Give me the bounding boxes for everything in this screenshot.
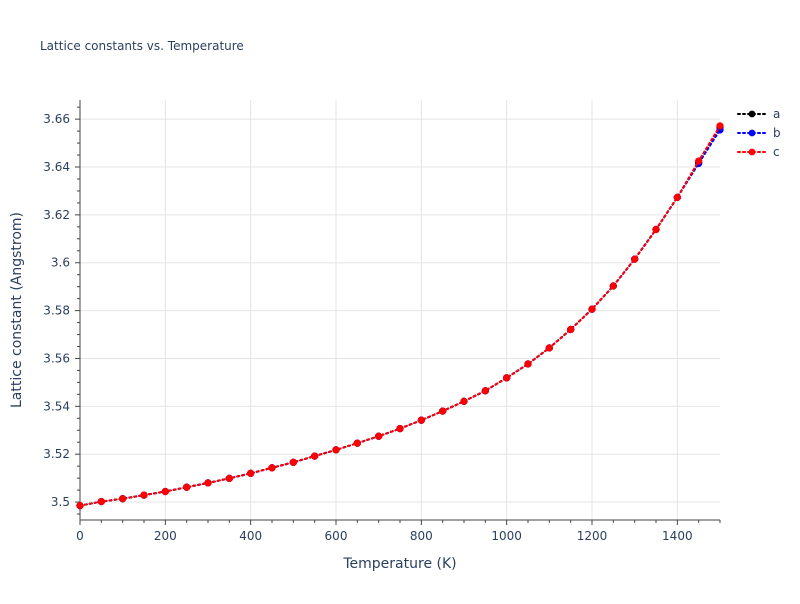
data-point-c[interactable]	[695, 157, 703, 165]
data-point-c[interactable]	[545, 344, 553, 352]
data-point-c[interactable]	[588, 305, 596, 313]
x-tick-label: 1000	[491, 529, 522, 543]
legend-item-a[interactable]: a	[737, 107, 780, 121]
x-tick-label: 1200	[577, 529, 608, 543]
x-tick-label: 600	[325, 529, 348, 543]
data-point-c[interactable]	[289, 458, 297, 466]
y-tick-label: 3.62	[43, 208, 70, 222]
data-point-c[interactable]	[353, 439, 361, 447]
y-axis-title: Lattice constant (Angstrom)	[9, 212, 25, 408]
data-point-c[interactable]	[119, 495, 127, 503]
x-tick-label: 400	[239, 529, 262, 543]
legend[interactable]: abc	[737, 107, 781, 159]
chart-title: Lattice constants vs. Temperature	[40, 39, 244, 53]
legend-item-b[interactable]: b	[737, 126, 781, 140]
series-c[interactable]	[76, 122, 724, 510]
data-point-c[interactable]	[524, 360, 532, 368]
x-axis-title: Temperature (K)	[342, 556, 456, 572]
legend-swatch-marker	[748, 110, 756, 118]
data-point-c[interactable]	[439, 407, 447, 415]
data-point-c[interactable]	[332, 446, 340, 454]
x-tick-label: 1400	[662, 529, 693, 543]
x-tick-label: 200	[154, 529, 177, 543]
data-point-c[interactable]	[375, 432, 383, 440]
data-point-c[interactable]	[673, 193, 681, 202]
y-tick-label: 3.66	[43, 112, 70, 126]
axis-layer: 0 200 400 600 800 1000 1200 1400 3.5 3.52 3.54 3.56…	[43, 100, 721, 543]
data-point-c[interactable]	[268, 464, 276, 472]
data-point-c[interactable]	[76, 501, 84, 510]
data-point-c[interactable]	[631, 255, 639, 263]
data-point-c[interactable]	[481, 387, 489, 395]
data-point-c[interactable]	[225, 474, 233, 483]
x-tick-label: 0	[76, 529, 84, 543]
legend-label: a	[773, 107, 780, 121]
data-point-c[interactable]	[97, 497, 105, 506]
legend-swatch-marker	[748, 129, 756, 137]
y-tick-label: 3.56	[43, 351, 70, 365]
data-point-c[interactable]	[204, 479, 212, 487]
data-point-c[interactable]	[140, 491, 148, 499]
data-point-c[interactable]	[567, 325, 575, 334]
legend-item-c[interactable]: c	[737, 145, 780, 159]
data-point-c[interactable]	[716, 122, 724, 130]
data-point-c[interactable]	[396, 424, 404, 433]
y-tick-label: 3.54	[43, 399, 70, 413]
grid-layer	[79, 100, 720, 520]
x-tick-label: 800	[410, 529, 433, 543]
data-point-c[interactable]	[183, 483, 191, 491]
data-point-c[interactable]	[609, 282, 617, 290]
data-point-c[interactable]	[311, 452, 319, 460]
legend-swatch-marker	[748, 148, 756, 156]
data-point-c[interactable]	[161, 487, 169, 496]
series-layer[interactable]	[76, 122, 724, 510]
data-point-c[interactable]	[652, 225, 660, 234]
y-tick-label: 3.58	[43, 304, 70, 318]
data-point-c[interactable]	[460, 397, 468, 405]
data-point-c[interactable]	[247, 469, 255, 477]
y-tick-label: 3.6	[51, 256, 70, 270]
legend-label: c	[773, 145, 780, 159]
y-tick-label: 3.52	[43, 447, 70, 461]
y-tick-label: 3.64	[43, 160, 70, 174]
data-point-c[interactable]	[417, 416, 425, 424]
y-tick-label: 3.5	[51, 495, 70, 509]
data-point-c[interactable]	[503, 374, 511, 382]
legend-label: b	[773, 126, 781, 140]
